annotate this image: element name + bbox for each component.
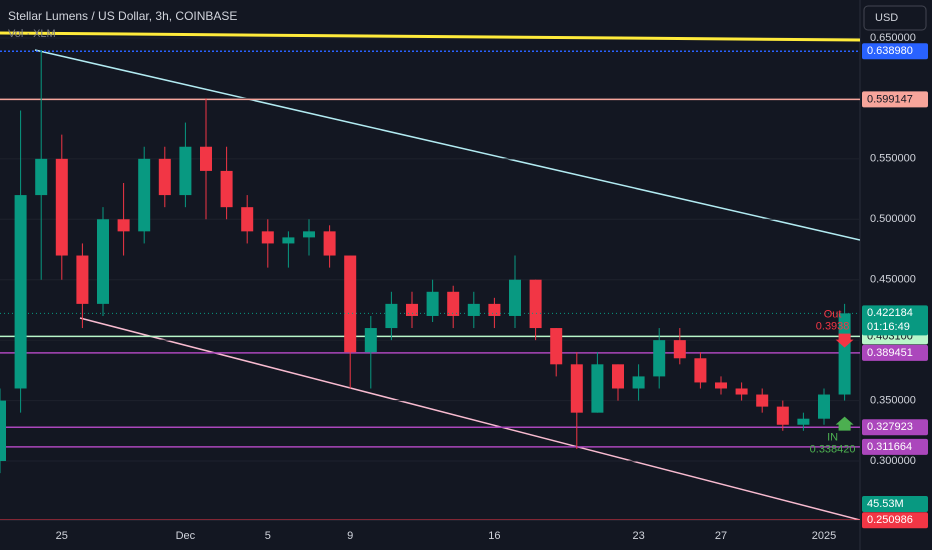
price-tag-label: 0.250986: [867, 514, 913, 526]
candle-body: [735, 388, 748, 395]
candle-body: [55, 158, 68, 256]
x-tick-label: 2025: [812, 530, 836, 542]
price-tag: [862, 419, 928, 436]
signal-value: 0.338420: [810, 443, 856, 455]
y-tick-label: 0.300000: [870, 455, 916, 467]
plot-area: [0, 31, 860, 520]
price-tag: [862, 512, 928, 529]
candle-body: [76, 255, 89, 304]
candle-body: [591, 364, 604, 413]
candle-body: [364, 328, 377, 353]
candle-body: [406, 303, 418, 316]
candle-body: [35, 158, 48, 196]
candle-body: [97, 219, 109, 304]
candle-body: [612, 364, 624, 389]
candle-body: [467, 303, 480, 316]
signal-arrow: [835, 416, 854, 431]
candle-body: [509, 279, 521, 316]
candle-body: [14, 195, 27, 389]
candle-body: [447, 291, 460, 316]
candle-body: [261, 231, 274, 244]
candle-body: [488, 303, 501, 316]
currency-button[interactable]: [863, 5, 927, 31]
candle-body: [179, 146, 192, 196]
signal-value: 0.3938: [816, 321, 850, 333]
candle-body: [117, 219, 130, 232]
candle-body: [282, 237, 295, 244]
candle-body: [529, 279, 542, 329]
volume-legend: Vol · XLM: [8, 28, 56, 40]
y-tick-label: 0.500000: [870, 213, 916, 225]
x-tick-label: 23: [632, 530, 644, 542]
trend-line: [34, 49, 860, 241]
signal-text: IN: [827, 431, 838, 443]
trend-line: [79, 317, 860, 520]
price-tag-label: 0.389451: [867, 347, 913, 359]
x-tick-label: 9: [347, 530, 353, 542]
price-tag-label: 0.327923: [867, 421, 913, 433]
price-tag-label: 0.311664: [867, 441, 912, 453]
candle-body: [0, 400, 6, 462]
volume-tag-label: 45.53M: [867, 498, 904, 510]
candle-body: [632, 376, 645, 389]
price-tag: [862, 344, 928, 361]
y-tick-label: 0.650000: [870, 32, 916, 44]
candle-body: [818, 394, 830, 419]
candle-body: [673, 340, 686, 359]
candle-body: [323, 231, 336, 256]
x-tick-label: 25: [56, 530, 68, 542]
price-tag: [862, 91, 928, 108]
countdown-label: 01:16:49: [867, 321, 910, 333]
candle-body: [241, 207, 254, 232]
price-tag: [862, 43, 928, 60]
x-tick-label: 5: [265, 530, 271, 542]
price-tag-label: 0.599147: [867, 93, 913, 105]
candle-body: [138, 158, 151, 232]
candle-body: [715, 382, 727, 389]
candle-body: [838, 313, 851, 395]
price-tag-label: 0.638980: [867, 45, 913, 57]
x-tick-label: 27: [715, 530, 727, 542]
candle-body: [756, 394, 769, 407]
chart-title: Stellar Lumens / US Dollar, 3h, COINBASE: [8, 9, 237, 23]
candle-body: [797, 418, 810, 425]
currency-label[interactable]: USD: [875, 12, 898, 24]
y-tick-label: 0.350000: [870, 394, 916, 406]
signal-text: Out: [824, 309, 842, 321]
price-tag: [862, 438, 928, 455]
candle-body: [385, 303, 398, 329]
y-tick-label: 0.450000: [870, 274, 916, 286]
trend-line: [0, 31, 860, 42]
candle-body: [303, 231, 315, 238]
candle-body: [158, 158, 171, 196]
signal-arrow: [835, 333, 854, 348]
last-price-label: 0.422184: [867, 307, 913, 319]
candle-body: [653, 340, 666, 377]
candle-body: [200, 146, 212, 171]
candle-body: [220, 170, 233, 208]
candle-body: [426, 291, 439, 316]
x-tick-label: Dec: [176, 530, 196, 542]
candle-body: [694, 358, 707, 383]
candle-body: [570, 364, 583, 413]
candle-body: [550, 328, 563, 365]
volume-tag: [862, 496, 928, 512]
last-price-tag: [862, 305, 928, 336]
x-tick-label: 16: [488, 530, 500, 542]
candle-body: [344, 255, 357, 353]
candle-body: [776, 406, 789, 425]
y-tick-label: 0.550000: [870, 153, 916, 165]
